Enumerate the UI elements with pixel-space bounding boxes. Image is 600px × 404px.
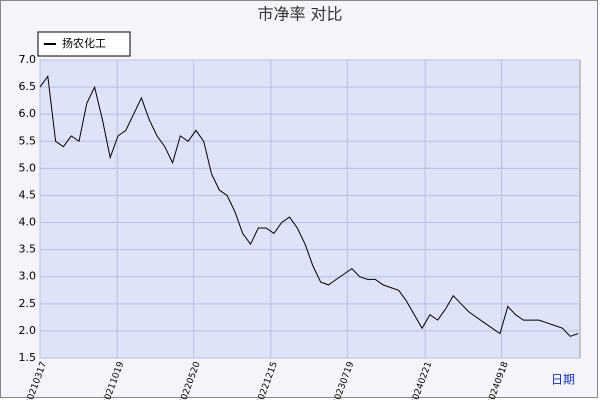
plot-area [39, 59, 581, 359]
y-tick-label: 6.0 [19, 107, 37, 120]
y-tick-label: 5.0 [19, 161, 37, 174]
line [39, 74, 579, 337]
y-tick-label: 4.5 [19, 188, 37, 201]
y-tick-label: 7.0 [19, 53, 37, 66]
y-tick-label: 3.0 [19, 270, 37, 283]
y-tick-label: 1.5 [19, 351, 37, 364]
y-tick-label: 4.0 [19, 216, 37, 229]
y-tick-label: 5.5 [19, 134, 37, 147]
legend-label: 扬农化工 [62, 36, 106, 50]
y-tick-label: 6.5 [19, 80, 37, 93]
y-tick-label: 2.0 [19, 324, 37, 337]
y-tick-label: 2.5 [19, 297, 37, 310]
chart-title: 市净率 对比 [257, 5, 342, 24]
x-axis-label: 日期 [551, 373, 575, 387]
y-tick-label: 3.5 [19, 243, 37, 256]
